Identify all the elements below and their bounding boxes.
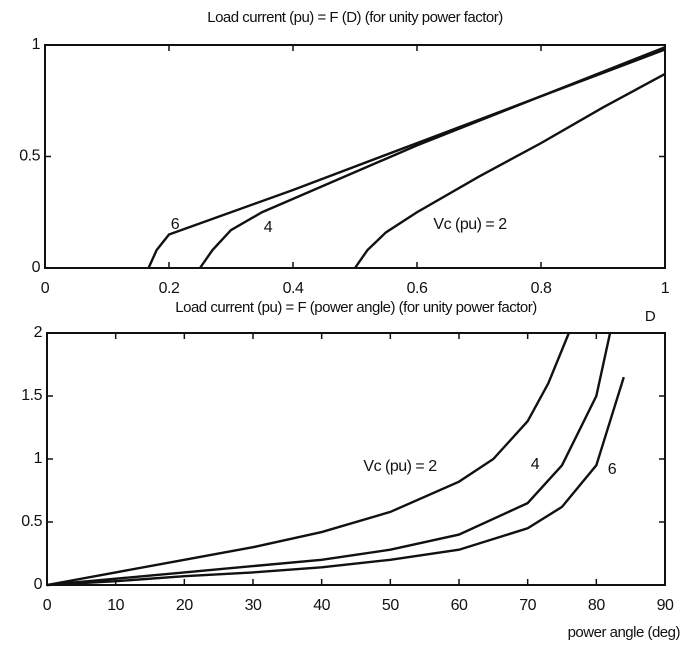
x-axis-label: D	[645, 308, 656, 325]
x-tick-label: 0.8	[531, 280, 552, 297]
x-tick-label: 0	[43, 597, 52, 614]
x-tick-label: 50	[382, 597, 399, 614]
x-tick-label: 10	[107, 597, 124, 614]
curve-label: 4	[264, 219, 273, 236]
curve-label: 6	[171, 216, 180, 233]
x-tick-label: 0.6	[407, 280, 428, 297]
curve	[147, 46, 666, 269]
y-tick-label: 1	[34, 450, 43, 467]
y-tick-label: 0	[32, 259, 41, 276]
y-tick-label: 0	[34, 576, 43, 593]
x-tick-label: 40	[313, 597, 330, 614]
x-tick-label: 80	[588, 597, 605, 614]
y-tick-label: 1.5	[21, 387, 42, 404]
chart-title: Load current (pu) = F (power angle) (for…	[175, 299, 537, 316]
curve	[46, 332, 612, 587]
x-tick-label: 90	[657, 597, 674, 614]
x-tick-label: 1	[661, 280, 670, 297]
y-tick-label: 0.5	[21, 513, 42, 530]
x-tick-label: 30	[245, 597, 262, 614]
curve	[46, 376, 625, 587]
curve-label: 4	[531, 456, 540, 473]
x-tick-label: 60	[451, 597, 468, 614]
y-tick-label: 0.5	[19, 148, 40, 165]
x-tick-label: 0.4	[283, 280, 304, 297]
curve	[354, 72, 666, 269]
x-tick-label: 0	[41, 280, 50, 297]
x-tick-label: 0.2	[159, 280, 180, 297]
x-axis-label: power angle (deg)	[568, 624, 681, 641]
chart-title: Load current (pu) = F (D) (for unity pow…	[207, 9, 503, 26]
x-tick-label: 70	[519, 597, 536, 614]
curve	[46, 332, 570, 587]
y-tick-label: 2	[34, 324, 43, 341]
y-tick-label: 1	[32, 36, 41, 53]
curve-label: Vc (pu) = 2	[433, 216, 507, 233]
curve-label: 6	[608, 461, 617, 478]
axes-frame	[46, 332, 666, 586]
x-tick-label: 20	[176, 597, 193, 614]
curve-label: Vc (pu) = 2	[363, 458, 437, 475]
axes-frame	[44, 44, 666, 269]
